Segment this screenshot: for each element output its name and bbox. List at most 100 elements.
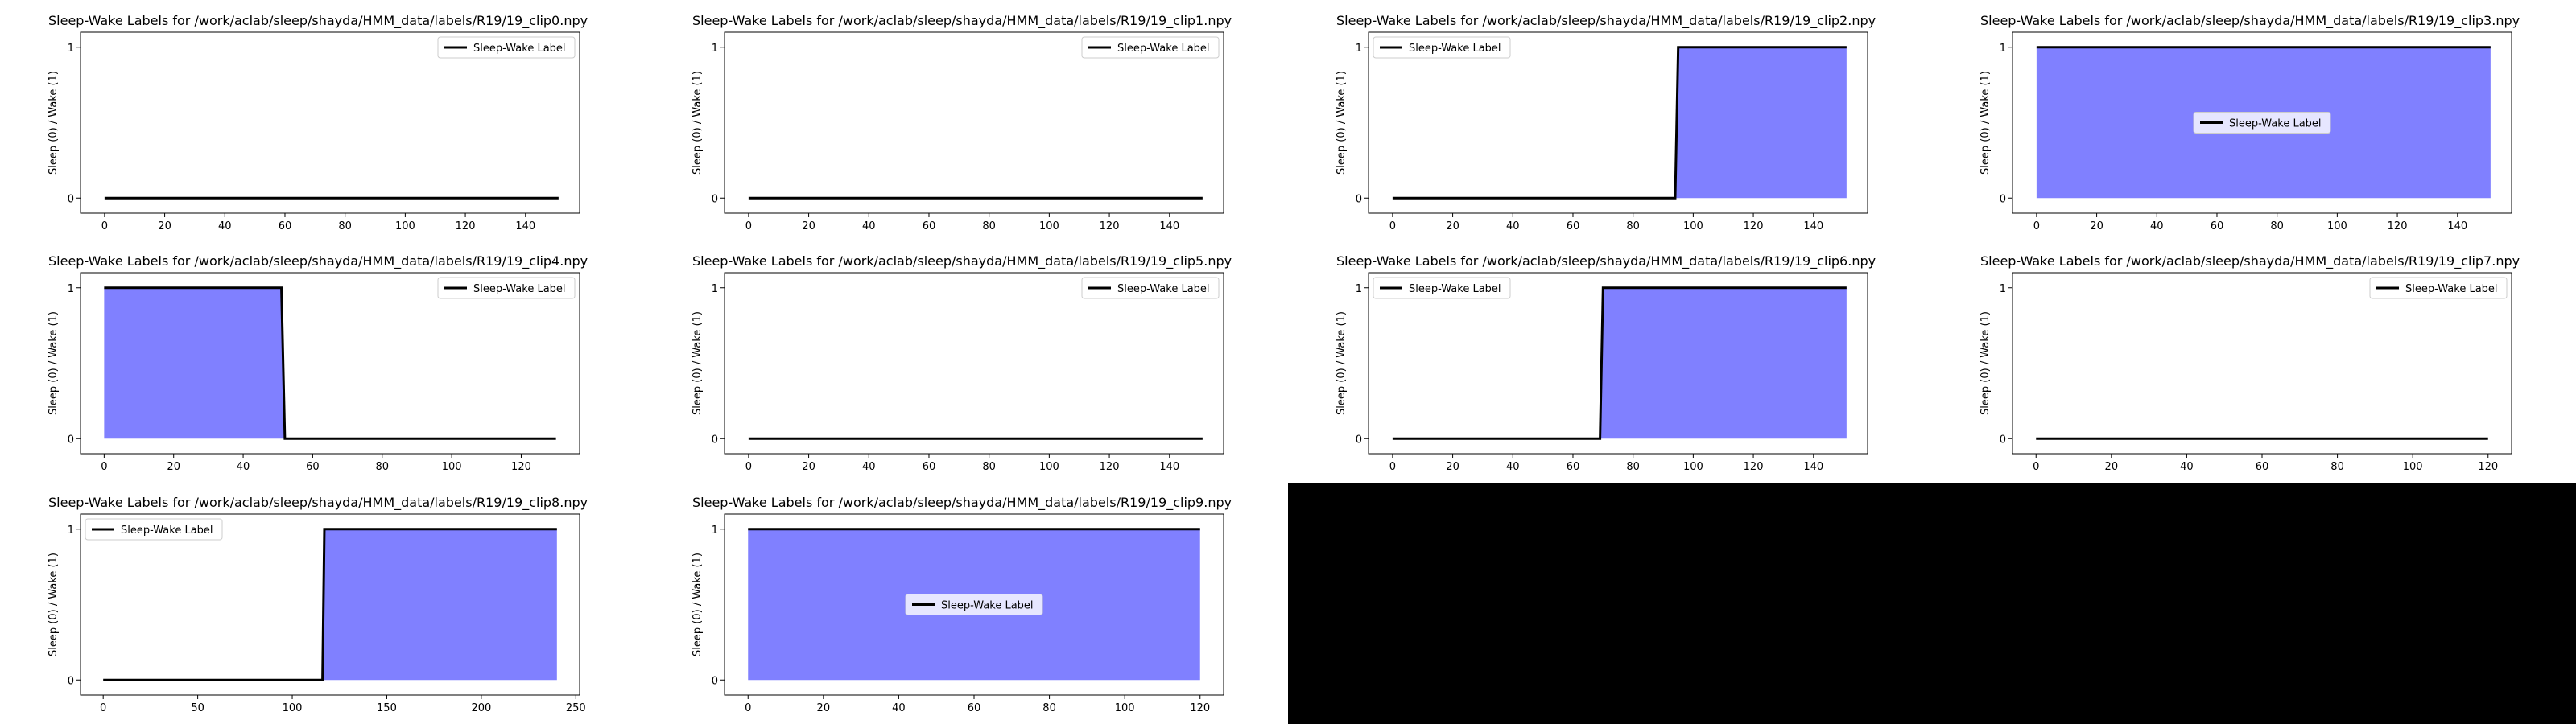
y-tick-label: 0 <box>1356 193 1362 205</box>
legend-label: Sleep-Wake Label <box>473 43 566 55</box>
legend: Sleep-Wake Label <box>1081 277 1220 299</box>
chart-title: Sleep-Wake Labels for /work/aclab/sleep/… <box>692 495 1232 511</box>
x-tick-label: 80 <box>2270 220 2284 232</box>
y-axis-label: Sleep (0) / Wake (1) <box>47 71 60 175</box>
x-tick-label: 0 <box>745 461 752 473</box>
y-axis-label: Sleep (0) / Wake (1) <box>691 71 704 175</box>
x-tick-label: 250 <box>566 702 586 714</box>
x-tick-label: 80 <box>375 461 389 473</box>
legend-label: Sleep-Wake Label <box>941 600 1034 612</box>
chart-panel: Sleep-Wake Labels for /work/aclab/sleep/… <box>1979 253 2520 473</box>
legend: Sleep-Wake Label <box>1373 277 1511 299</box>
x-tick-label: 120 <box>2478 461 2498 473</box>
axes-frame <box>80 31 580 214</box>
x-tick-label: 20 <box>817 702 831 714</box>
sleep-wake-line <box>103 528 557 681</box>
legend-box <box>1081 36 1220 59</box>
y-tick-label: 0 <box>712 193 718 205</box>
legend: Sleep-Wake Label <box>437 36 576 59</box>
y-tick-label: 1 <box>712 43 718 55</box>
x-tick-label: 120 <box>1100 461 1120 473</box>
x-tick-label: 120 <box>1744 461 1764 473</box>
chart-title: Sleep-Wake Labels for /work/aclab/sleep/… <box>1980 253 2520 269</box>
x-tick-label: 80 <box>982 220 996 232</box>
y-axis-label: Sleep (0) / Wake (1) <box>691 553 704 656</box>
axes-frame <box>1368 272 1868 455</box>
y-tick-label: 0 <box>1356 434 1362 446</box>
legend-box <box>2193 112 2331 134</box>
x-tick-label: 60 <box>923 461 936 473</box>
x-tick-label: 120 <box>1100 220 1120 232</box>
x-tick-label: 60 <box>968 702 981 714</box>
axes-frame <box>724 272 1224 455</box>
x-tick-label: 100 <box>442 461 462 473</box>
x-tick-label: 20 <box>1446 220 1459 232</box>
x-tick-label: 40 <box>862 461 876 473</box>
legend: Sleep-Wake Label <box>2369 277 2508 299</box>
x-tick-label: 100 <box>2327 220 2347 232</box>
x-tick-label: 0 <box>101 220 108 232</box>
x-tick-label: 40 <box>1506 220 1520 232</box>
x-tick-label: 0 <box>745 220 752 232</box>
y-tick-label: 1 <box>712 283 718 295</box>
y-tick-label: 1 <box>68 524 74 537</box>
x-tick-label: 40 <box>237 461 250 473</box>
x-tick-label: 100 <box>1115 702 1135 714</box>
chart-panel: Sleep-Wake Labels for /work/aclab/sleep/… <box>691 253 1232 473</box>
chart-panel: Sleep-Wake Labels for /work/aclab/sleep/… <box>47 253 588 473</box>
y-axis-label: Sleep (0) / Wake (1) <box>1979 71 1992 175</box>
x-tick-label: 140 <box>1803 220 1823 232</box>
x-tick-label: 150 <box>377 702 397 714</box>
y-tick-label: 1 <box>68 43 74 55</box>
y-tick-label: 0 <box>712 434 718 446</box>
x-tick-label: 100 <box>1683 461 1703 473</box>
chart-panel: Sleep-Wake Labels for /work/aclab/sleep/… <box>1979 13 2520 232</box>
y-tick-label: 1 <box>712 524 718 537</box>
chart-title: Sleep-Wake Labels for /work/aclab/sleep/… <box>692 253 1232 269</box>
chart-title: Sleep-Wake Labels for /work/aclab/sleep/… <box>1336 13 1876 29</box>
y-tick-label: 0 <box>712 675 718 687</box>
x-tick-label: 80 <box>338 220 352 232</box>
legend-label: Sleep-Wake Label <box>473 283 566 295</box>
x-tick-label: 200 <box>471 702 491 714</box>
x-tick-label: 140 <box>2447 220 2467 232</box>
x-tick-label: 100 <box>1039 220 1059 232</box>
x-tick-label: 0 <box>100 702 106 714</box>
chart-panel: Sleep-Wake Labels for /work/aclab/sleep/… <box>47 13 588 232</box>
chart-panel: Sleep-Wake Labels for /work/aclab/sleep/… <box>691 495 1232 714</box>
x-tick-label: 40 <box>1506 461 1520 473</box>
y-tick-label: 0 <box>2000 434 2006 446</box>
legend-label: Sleep-Wake Label <box>1409 43 1501 55</box>
axes-frame <box>80 513 580 696</box>
x-tick-label: 20 <box>158 220 171 232</box>
x-tick-label: 60 <box>1567 220 1580 232</box>
axes-frame <box>724 31 1224 214</box>
chart-panel: Sleep-Wake Labels for /work/aclab/sleep/… <box>1335 253 1876 473</box>
sleep-wake-line <box>1392 46 1847 200</box>
x-tick-label: 60 <box>306 461 320 473</box>
x-tick-label: 140 <box>515 220 535 232</box>
wake-area <box>104 287 556 439</box>
x-tick-label: 20 <box>1446 461 1459 473</box>
wake-area <box>103 529 557 681</box>
x-tick-label: 120 <box>2388 220 2408 232</box>
x-tick-label: 20 <box>167 461 180 473</box>
x-tick-label: 100 <box>2403 461 2423 473</box>
legend-box <box>2369 277 2508 299</box>
y-axis-label: Sleep (0) / Wake (1) <box>1979 311 1992 415</box>
x-tick-label: 60 <box>1567 461 1580 473</box>
x-tick-label: 100 <box>1039 461 1059 473</box>
x-tick-label: 60 <box>2211 220 2224 232</box>
x-tick-label: 0 <box>745 702 751 714</box>
legend-box <box>1373 36 1511 59</box>
chart-panel: Sleep-Wake Labels for /work/aclab/sleep/… <box>691 13 1232 232</box>
x-tick-label: 0 <box>101 461 107 473</box>
y-tick-label: 0 <box>68 675 74 687</box>
y-tick-label: 1 <box>1356 283 1362 295</box>
x-tick-label: 0 <box>2033 220 2040 232</box>
x-tick-label: 60 <box>279 220 292 232</box>
chart-title: Sleep-Wake Labels for /work/aclab/sleep/… <box>692 13 1232 29</box>
x-tick-label: 120 <box>1744 220 1764 232</box>
y-tick-label: 1 <box>2000 43 2006 55</box>
x-tick-label: 100 <box>1683 220 1703 232</box>
